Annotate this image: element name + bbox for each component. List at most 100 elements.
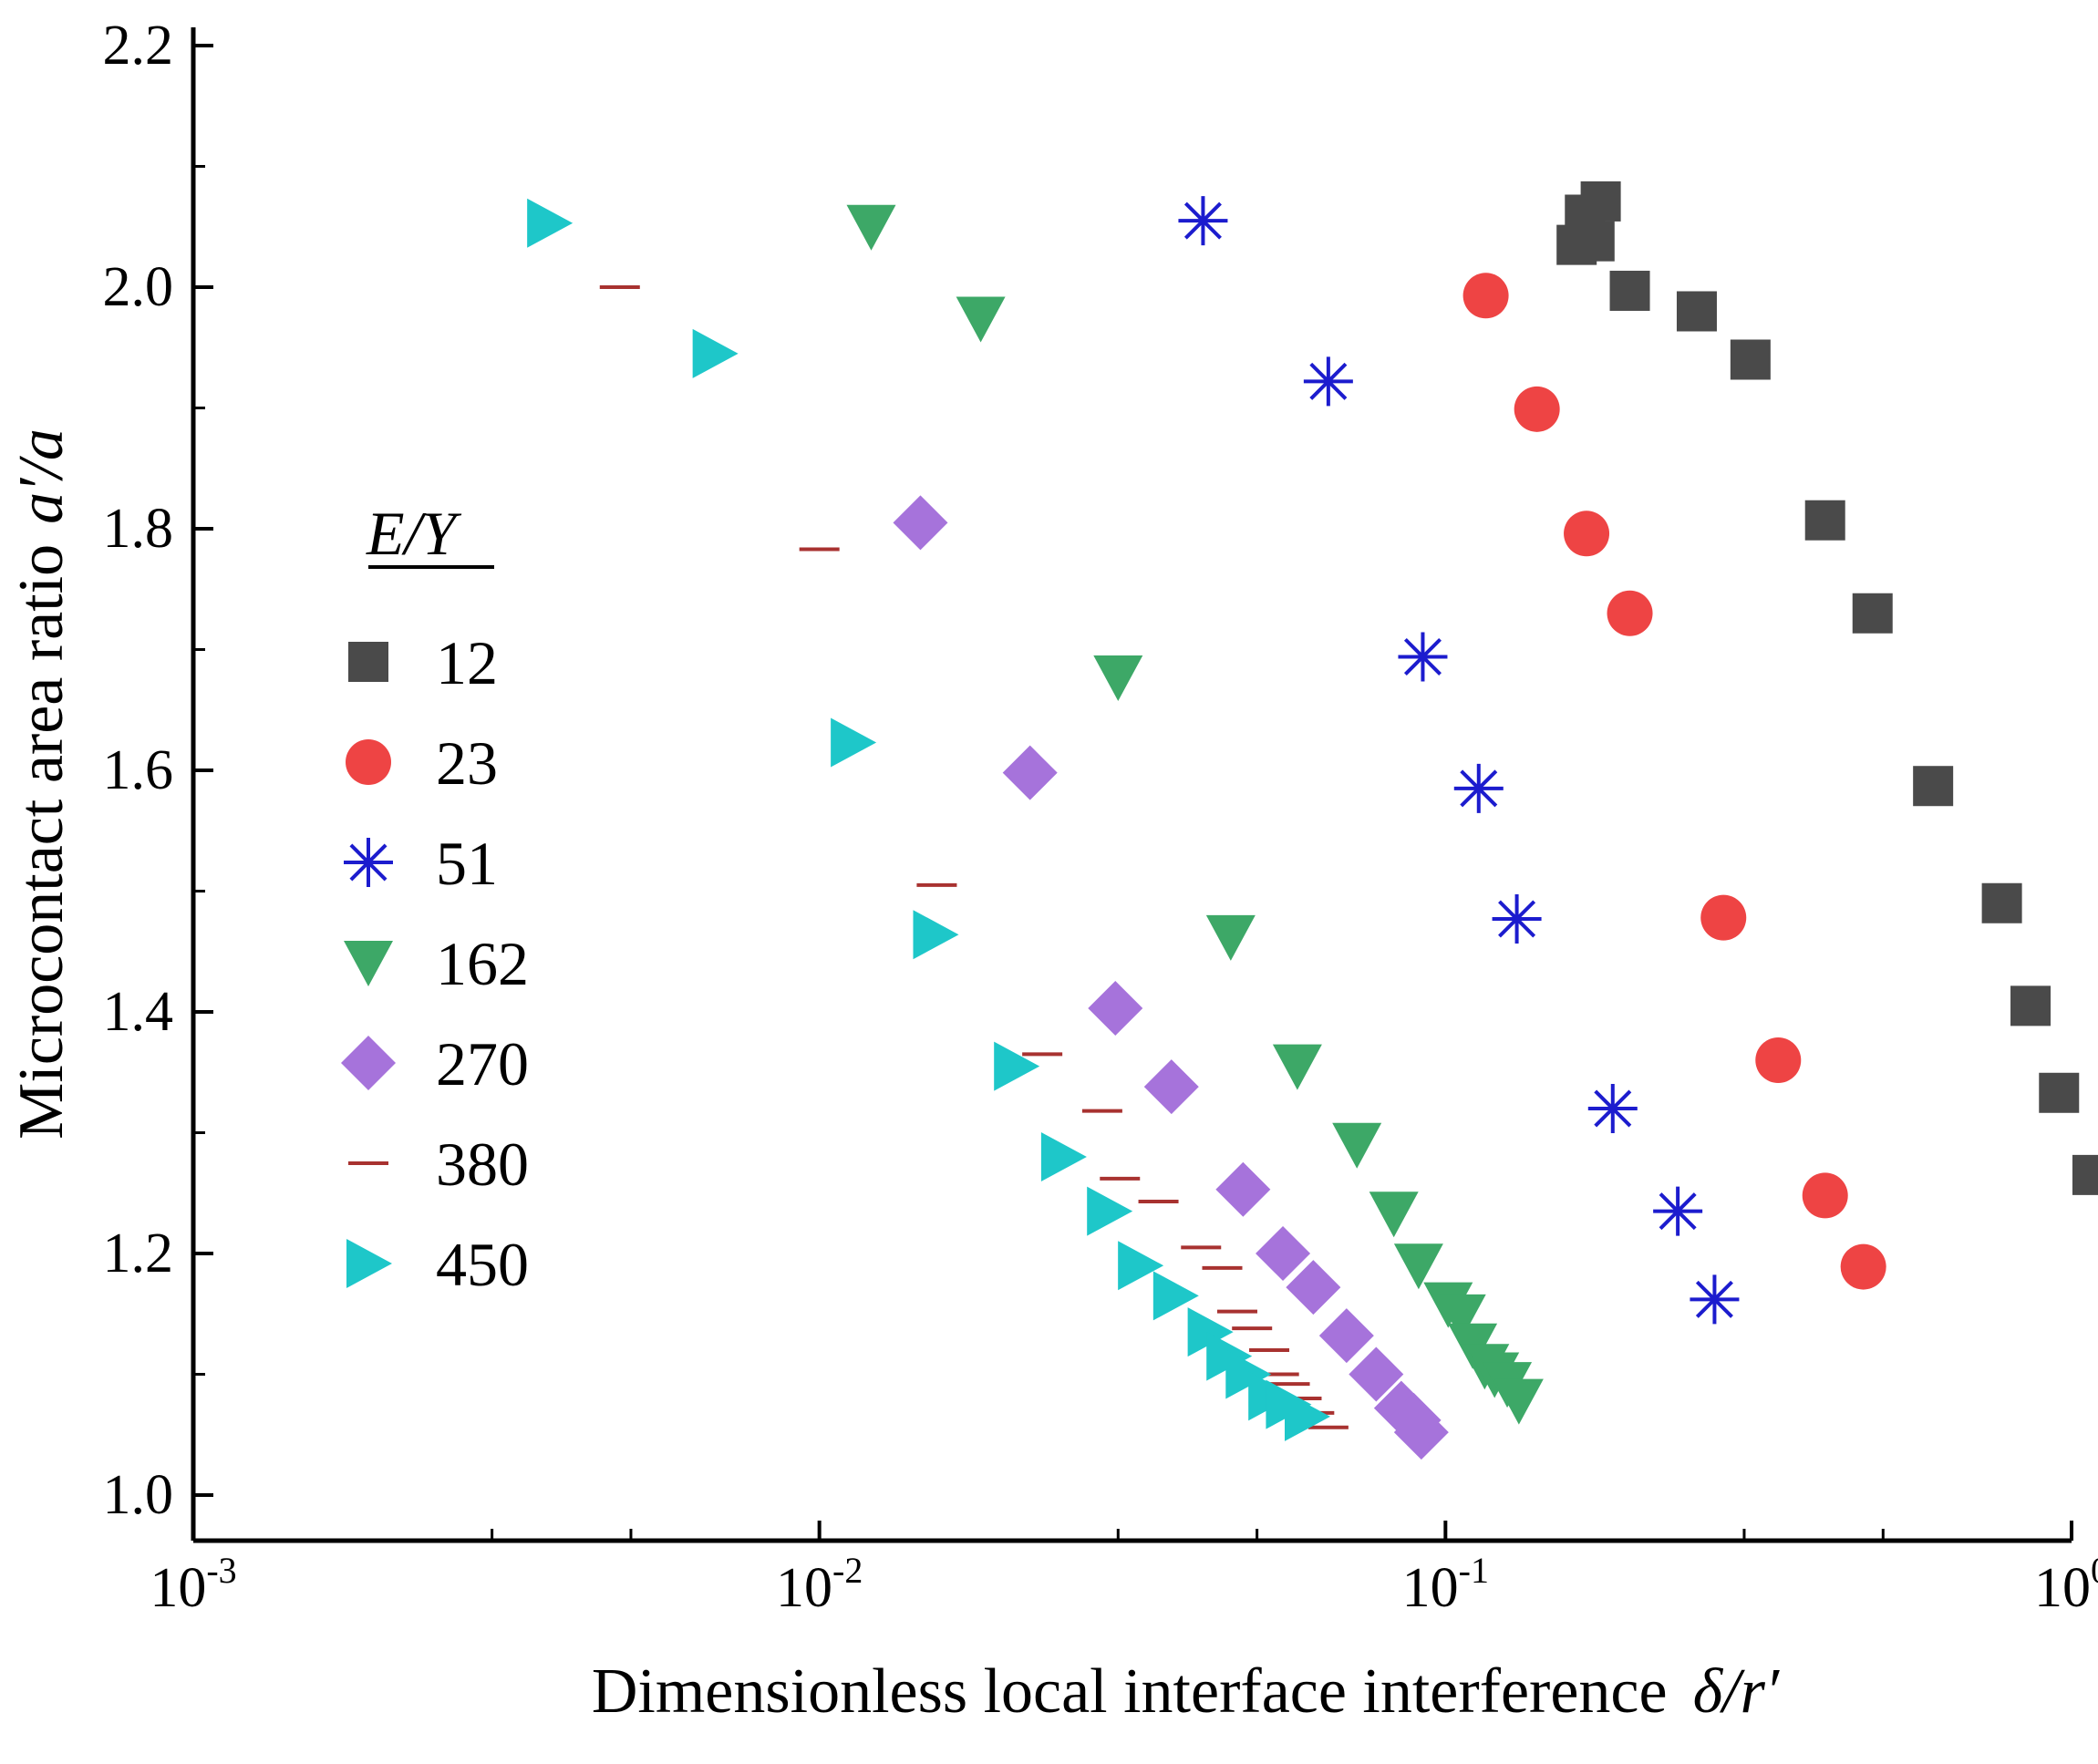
data-point (1676, 291, 1717, 332)
series-380 (599, 285, 1349, 1429)
legend-title: E/Y (366, 499, 461, 568)
x-tick-label: 10-2 (776, 1550, 863, 1619)
data-point (846, 204, 896, 251)
x-axis-title-text: Dimensionless local interface interferen… (592, 1656, 1668, 1727)
y-tick-label: 2.0 (103, 256, 174, 318)
x-tick-base: 10 (2034, 1557, 2091, 1619)
data-point (1840, 1243, 1886, 1290)
data-point (1493, 1378, 1544, 1425)
x-tick-base: 10 (776, 1557, 832, 1619)
data-point (1981, 882, 2022, 923)
x-tick-exponent: -1 (1459, 1550, 1489, 1591)
data-point (1755, 1037, 1802, 1083)
data-point (1215, 1161, 1271, 1217)
data-point (1453, 763, 1504, 813)
legend-marker (344, 838, 393, 887)
data-point (893, 495, 948, 551)
data-point (1653, 1186, 1703, 1236)
data-point (1393, 1405, 1449, 1460)
legend: E/Y 12 23 51 162 270 380 450 (341, 499, 529, 1299)
legend-item: 23 (346, 728, 498, 798)
data-point (1462, 273, 1509, 319)
data-point (1492, 893, 1542, 944)
legend-marker (341, 1036, 396, 1090)
x-tick-exponent: -2 (832, 1550, 863, 1591)
series-270 (893, 495, 1449, 1460)
data-point (527, 198, 574, 248)
legend-label: 162 (436, 929, 529, 998)
y-tick-label: 1.2 (103, 1222, 174, 1284)
data-point (1804, 500, 1845, 541)
data-point (1436, 1294, 1486, 1340)
data-point (2072, 1154, 2098, 1195)
series-450 (527, 198, 1330, 1441)
data-point (1393, 1243, 1443, 1290)
x-tick-base: 10 (1402, 1557, 1459, 1619)
x-axis-tick-labels: 10-310-210-1100 (150, 1550, 2098, 1619)
legend-item: 380 (348, 1130, 529, 1199)
data-point (1152, 1271, 1199, 1321)
x-tick-label: 10-1 (1402, 1550, 1489, 1619)
x-tick-label: 100 (2034, 1550, 2098, 1619)
data-point (1607, 590, 1653, 636)
data-point (1205, 914, 1256, 961)
series-12 (1556, 181, 2098, 1195)
data-point (1398, 632, 1448, 682)
y-axis-title-symbol: a′/a (6, 428, 77, 524)
legend-item: 270 (341, 1029, 529, 1099)
data-point (1272, 1044, 1322, 1090)
data-point (1913, 766, 1954, 807)
legend-label: 23 (436, 728, 498, 798)
data-point (1178, 196, 1228, 246)
legend-marker (348, 642, 388, 682)
data-point (1514, 386, 1560, 432)
data-point (1284, 1391, 1330, 1441)
data-point (1087, 1186, 1133, 1236)
y-tick-label: 1.8 (103, 498, 174, 560)
legend-item: 162 (344, 929, 529, 998)
data-point (1118, 1241, 1164, 1291)
x-tick-exponent: -3 (206, 1550, 236, 1591)
y-axis-tick-labels: 1.0 1.2 1.4 1.6 1.8 2.0 2.2 (103, 15, 174, 1526)
legend-marker (346, 1239, 392, 1288)
legend-item: 450 (346, 1230, 529, 1299)
data-point (1088, 981, 1143, 1037)
y-tick-label: 1.0 (103, 1464, 174, 1526)
data-point (1143, 1059, 1199, 1115)
x-tick-label: 10-3 (150, 1550, 236, 1619)
y-tick-label: 2.2 (103, 15, 174, 77)
legend-items: 12 23 51 162 270 380 450 (341, 628, 529, 1299)
data-point (1303, 356, 1353, 407)
data-point (1349, 1346, 1404, 1402)
x-axis-title-symbol: δ/r′ (1693, 1656, 1781, 1727)
data-point (1256, 1226, 1311, 1281)
series-51 (1178, 196, 1740, 1325)
data-point (956, 296, 1006, 343)
data-point (2039, 1072, 2080, 1113)
series-23 (1462, 273, 1886, 1290)
data-point (692, 328, 739, 378)
data-point (1002, 745, 1058, 800)
data-point (1587, 1084, 1638, 1133)
data-point (1580, 181, 1621, 222)
legend-label: 12 (436, 628, 498, 697)
data-point (1852, 593, 1893, 634)
data-point (1564, 511, 1610, 557)
data-point (1040, 1132, 1087, 1181)
legend-item: 51 (344, 829, 498, 898)
data-point (1286, 1260, 1341, 1315)
data-point (1332, 1122, 1382, 1169)
data-point (1802, 1172, 1848, 1219)
legend-label: 380 (436, 1130, 529, 1199)
data-point (2010, 985, 2051, 1026)
series-layer (527, 181, 2098, 1460)
data-point (1574, 221, 1615, 262)
y-axis-title-text: Microcontact area ratio (6, 544, 77, 1140)
x-tick-base: 10 (150, 1557, 206, 1619)
legend-marker (346, 739, 391, 785)
plot-frame (191, 27, 2072, 1543)
data-point (1187, 1307, 1234, 1357)
x-axis-ticks (191, 1521, 2073, 1541)
data-point (831, 717, 877, 768)
